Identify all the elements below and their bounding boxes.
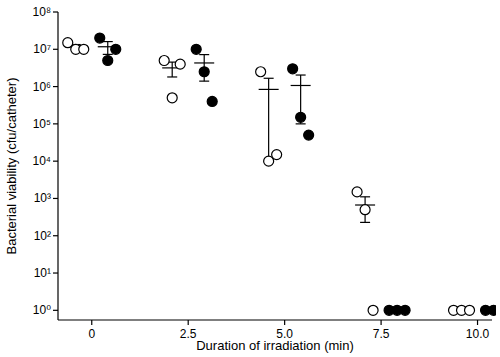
error-cap <box>167 76 177 77</box>
plot-area <box>63 33 496 315</box>
y-tick-label: 10⁸ <box>33 5 51 19</box>
y-axis <box>57 12 58 320</box>
data-point <box>95 33 105 43</box>
x-tick-label: 7.5 <box>373 327 390 341</box>
y-tick-label: 10³ <box>34 191 51 205</box>
error-bar <box>268 78 269 161</box>
data-point <box>111 44 121 54</box>
data-point <box>360 205 370 215</box>
x-tick <box>477 320 478 325</box>
mean-line <box>259 89 279 90</box>
data-point <box>175 59 185 69</box>
mean-line <box>194 62 214 63</box>
y-tick <box>53 49 58 50</box>
y-tick-label: 10⁷ <box>33 42 51 56</box>
error-cap <box>103 54 113 55</box>
data-point <box>288 64 298 74</box>
y-tick <box>53 86 58 87</box>
y-tick <box>53 272 58 273</box>
x-tick <box>188 320 189 325</box>
y-axis-label: Bacterial viability (cfu/catheter) <box>4 77 19 254</box>
y-tick <box>53 310 58 311</box>
y-tick-label: 10⁶ <box>33 80 51 94</box>
y-tick-label: 10² <box>34 229 51 243</box>
chart: 10⁰10¹10²10³10⁴10⁵10⁶10⁷10⁸02.55.07.510.… <box>0 0 500 357</box>
x-tick-label: 10.0 <box>466 327 490 341</box>
error-cap <box>296 123 306 124</box>
x-tick <box>284 320 285 325</box>
data-point <box>79 44 89 54</box>
data-point <box>465 305 475 315</box>
x-tick <box>91 320 92 325</box>
y-tick-label: 10⁵ <box>33 117 51 131</box>
mean-line <box>291 85 311 86</box>
data-point <box>103 56 113 66</box>
data-point <box>159 56 169 66</box>
chart-container: 10⁰10¹10²10³10⁴10⁵10⁶10⁷10⁸02.55.07.510.… <box>0 0 500 357</box>
error-cap <box>199 54 209 55</box>
data-point <box>489 305 496 315</box>
error-bar <box>107 42 108 55</box>
error-cap <box>199 81 209 82</box>
error-cap <box>360 222 370 223</box>
x-axis <box>58 319 492 320</box>
error-cap <box>360 196 370 197</box>
data-point <box>400 305 410 315</box>
y-tick <box>53 235 58 236</box>
data-point <box>272 150 282 160</box>
data-point <box>304 130 314 140</box>
data-point <box>167 93 177 103</box>
x-tick-label: 2.5 <box>180 327 197 341</box>
data-point <box>199 67 209 77</box>
x-axis-label: Duration of irradiation (min) <box>196 338 354 353</box>
x-tick-label: 0 <box>88 327 95 341</box>
y-tick <box>53 161 58 162</box>
y-tick <box>53 198 58 199</box>
data-point <box>352 187 362 197</box>
data-point <box>256 67 266 77</box>
data-point <box>191 44 201 54</box>
data-point <box>296 112 306 122</box>
y-tick <box>53 123 58 124</box>
error-cap <box>296 74 306 75</box>
data-point <box>207 96 217 106</box>
y-tick-label: 10⁴ <box>32 154 51 168</box>
y-tick <box>53 11 58 12</box>
y-tick-label: 10⁰ <box>33 303 51 317</box>
error-cap <box>264 78 274 79</box>
error-bar <box>172 62 173 77</box>
y-tick-label: 10¹ <box>34 266 51 280</box>
data-point <box>368 305 378 315</box>
x-tick <box>380 320 381 325</box>
